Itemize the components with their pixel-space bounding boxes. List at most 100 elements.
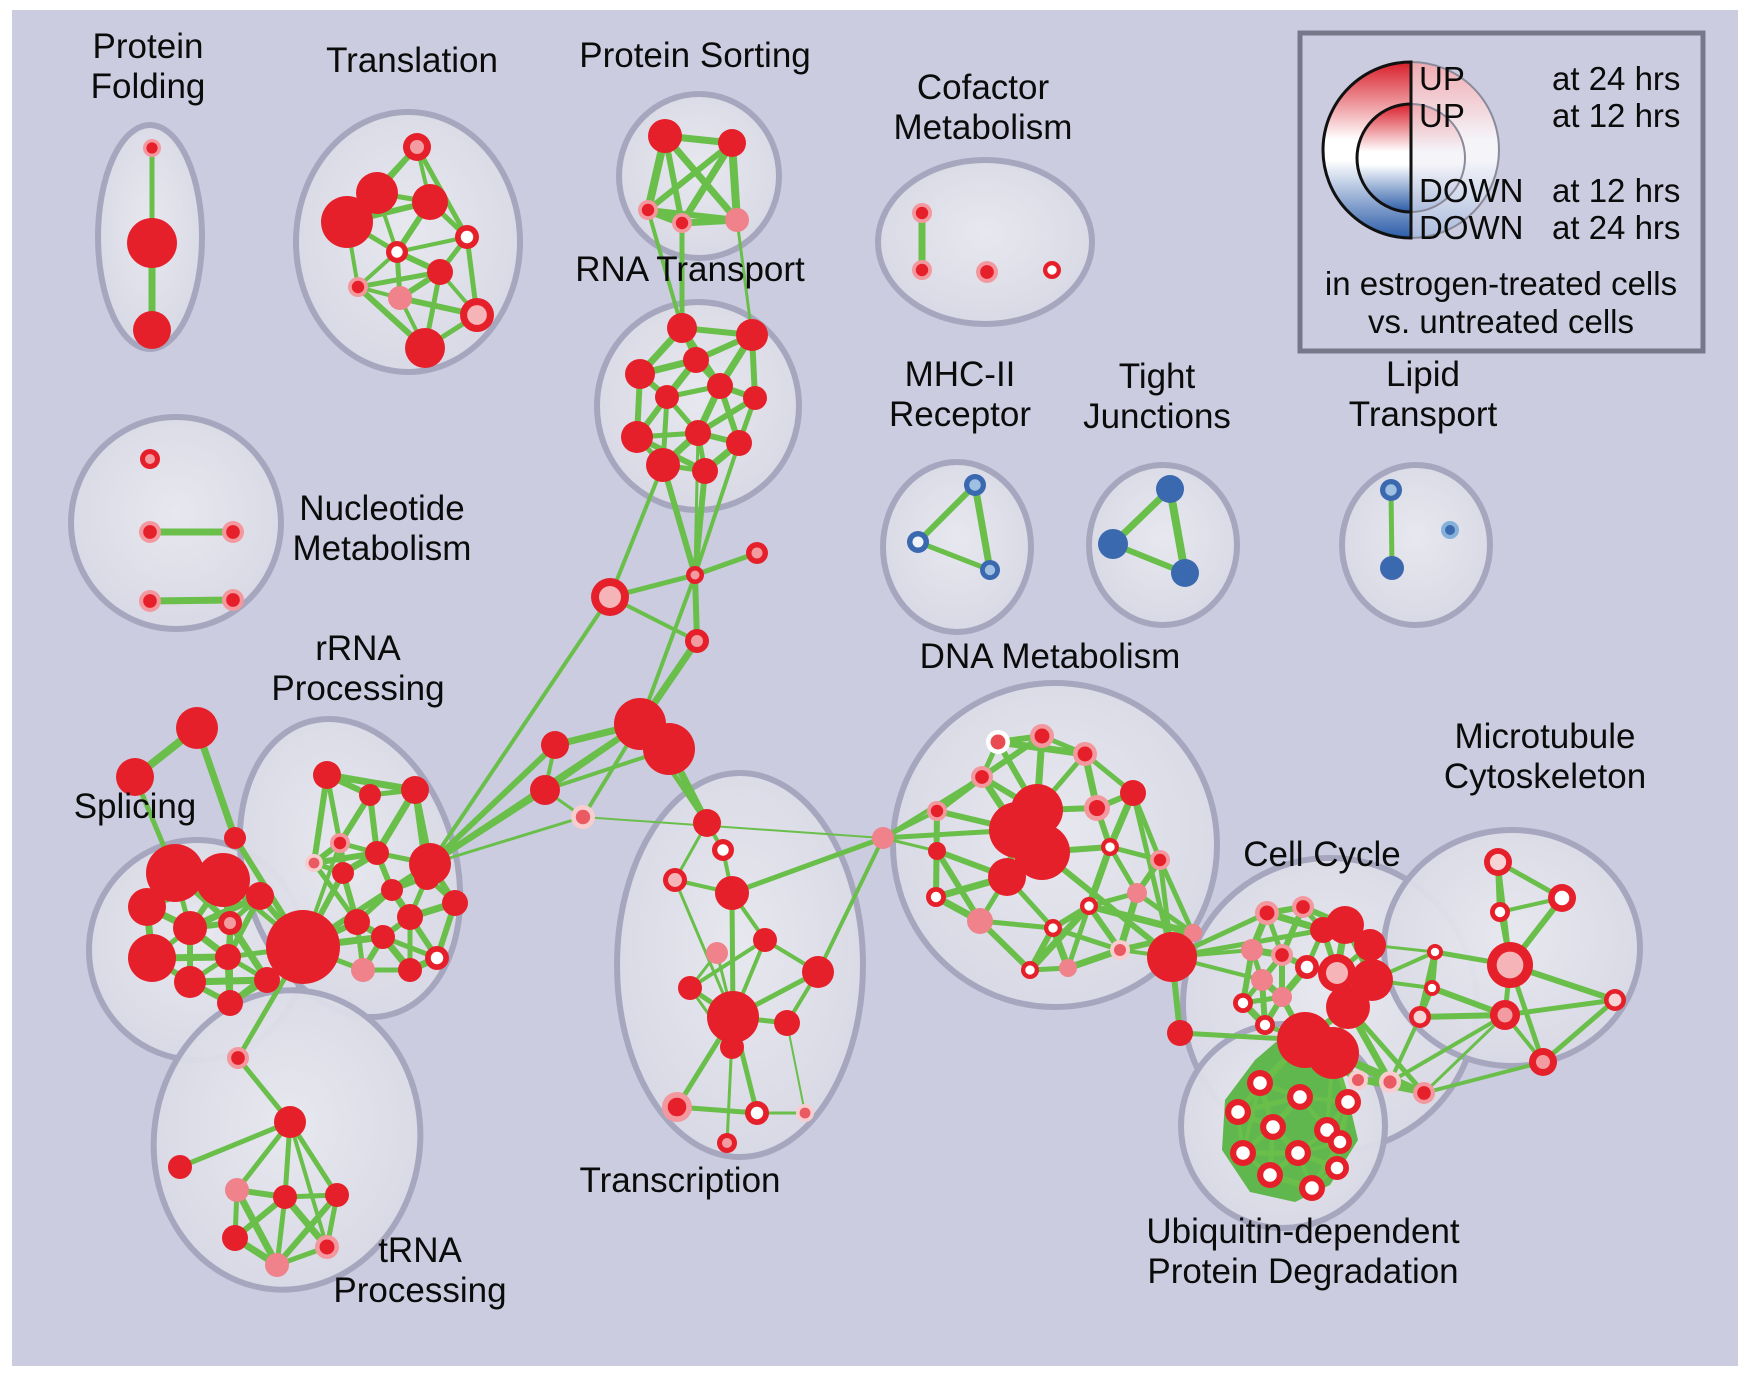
network-edge xyxy=(146,596,237,605)
network-node-m0 xyxy=(541,731,569,759)
network-edge xyxy=(678,139,736,227)
cluster-ellipse-rt xyxy=(594,299,802,513)
network-edge xyxy=(1026,902,1093,974)
network-edge xyxy=(1422,1013,1507,1095)
network-node-tx14 xyxy=(717,1133,737,1153)
legend-caption: in estrogen-treated cells xyxy=(1325,265,1677,302)
network-node-dm13 xyxy=(928,842,946,860)
network-node-mc4 xyxy=(1487,942,1533,988)
network-node-tl2 xyxy=(321,196,373,248)
network-edge xyxy=(934,848,983,924)
legend-row-direction: DOWN xyxy=(1419,209,1523,246)
cluster-label-rr: rRNA xyxy=(315,629,401,668)
network-node-sp0 xyxy=(146,844,204,902)
cluster-ellipse-lp xyxy=(1339,462,1493,628)
network-node-rt8 xyxy=(621,421,653,453)
network-node-tx9 xyxy=(774,1010,800,1036)
network-node-m2 xyxy=(571,805,595,829)
network-node-trr0 xyxy=(225,1178,249,1202)
network-node-rr15 xyxy=(409,843,451,885)
network-edge xyxy=(427,787,548,867)
network-node-dm9 xyxy=(1014,824,1070,880)
network-node-cc1 xyxy=(1292,896,1314,918)
cluster-label-mc: Microtubule xyxy=(1455,717,1636,756)
legend-circle-inner-left-half xyxy=(1355,102,1413,214)
network-edge xyxy=(693,441,741,577)
network-edge xyxy=(1540,997,1618,1065)
network-edge xyxy=(288,1120,329,1249)
network-node-mc1 xyxy=(1548,884,1576,912)
network-node-dm4 xyxy=(1120,780,1146,806)
network-node-tj0 xyxy=(1156,475,1184,503)
network-node-trr4 xyxy=(315,1235,339,1259)
node-layer xyxy=(116,119,1626,1277)
network-node-dm18 xyxy=(1044,919,1062,937)
cluster-label-nm: Nucleotide xyxy=(299,489,464,528)
network-node-cm0 xyxy=(912,203,932,223)
network-node-rt1 xyxy=(736,319,768,351)
network-node-nm0 xyxy=(140,449,160,469)
network-node-rr9 xyxy=(371,925,395,949)
network-node-rt5 xyxy=(655,385,679,409)
network-node-rr16 xyxy=(442,890,468,916)
network-node-rr4 xyxy=(305,854,323,872)
network-node-cc7 xyxy=(1295,955,1319,979)
network-node-g0 xyxy=(266,910,340,984)
network-edge xyxy=(355,269,443,290)
network-node-ps1 xyxy=(718,129,746,157)
network-node-mc2 xyxy=(1490,902,1510,922)
network-node-dm14 xyxy=(926,887,946,907)
network-node-ub4 xyxy=(1260,1114,1286,1140)
network-node-pf2 xyxy=(133,311,171,349)
cluster-ellipse-nm xyxy=(68,414,284,632)
network-node-mc0 xyxy=(1484,848,1512,876)
network-node-sp1 xyxy=(196,853,250,907)
cluster-ellipse-mh xyxy=(880,459,1034,635)
network-node-tx4 xyxy=(753,928,777,952)
network-node-mc8 xyxy=(1409,1006,1431,1028)
network-node-pf1 xyxy=(127,218,177,268)
network-edge xyxy=(311,772,330,866)
network-node-rt11 xyxy=(692,458,718,484)
network-node-tl9 xyxy=(460,298,494,332)
network-node-cc13 xyxy=(1272,987,1292,1007)
network-node-dm3 xyxy=(971,766,993,788)
network-node-dm5 xyxy=(927,801,947,821)
network-node-rt4 xyxy=(707,373,733,399)
network-node-mc3 xyxy=(1427,944,1443,960)
network-node-dm16 xyxy=(1080,897,1098,915)
network-node-tx5 xyxy=(706,942,728,964)
cluster-label-lp: Transport xyxy=(1349,395,1498,434)
cluster-label-tj: Junctions xyxy=(1083,397,1231,436)
network-edge xyxy=(1388,487,1395,571)
network-node-ic2 xyxy=(591,578,629,616)
cluster-label-cc: Cell Cycle xyxy=(1243,835,1401,874)
legend-row-direction: UP xyxy=(1419,97,1465,134)
network-node-sp4 xyxy=(218,911,242,935)
network-edge xyxy=(915,482,978,545)
network-edge xyxy=(816,836,885,974)
network-node-nm4 xyxy=(222,589,244,611)
network-node-tx6 xyxy=(678,976,702,1000)
cluster-label-mh: MHC-II xyxy=(905,355,1016,394)
network-node-ic5 xyxy=(643,723,695,775)
network-edge xyxy=(729,835,886,896)
network-edge xyxy=(1085,902,1197,937)
network-node-sp9 xyxy=(217,990,243,1016)
network-node-tx1 xyxy=(712,839,734,861)
network-node-trh xyxy=(274,1106,306,1138)
network-edge xyxy=(735,218,754,337)
network-edge xyxy=(971,481,994,574)
cluster-label-tr: Processing xyxy=(333,1271,506,1310)
network-node-rr0 xyxy=(313,761,341,789)
network-node-cc14 xyxy=(1326,985,1370,1029)
legend-row-time: at 24 hrs xyxy=(1552,60,1680,97)
network-node-rt9 xyxy=(726,430,752,456)
network-node-mh2 xyxy=(980,560,1000,580)
network-node-rt3 xyxy=(683,347,709,373)
network-node-ub0 xyxy=(1247,1070,1273,1096)
network-node-tl5 xyxy=(386,241,408,263)
network-node-ub3 xyxy=(1225,1099,1251,1125)
network-node-tl4 xyxy=(455,225,479,249)
network-edge xyxy=(915,539,993,573)
